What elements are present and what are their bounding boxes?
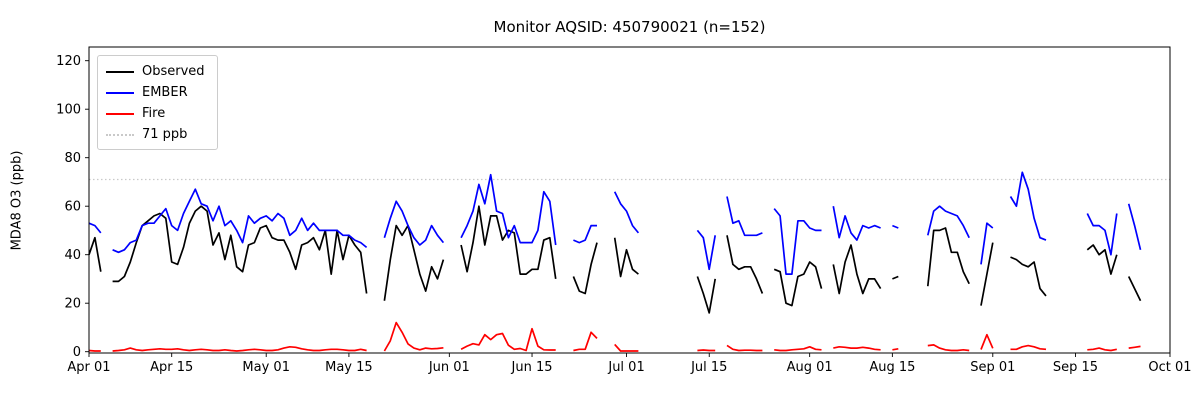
x-tick-label: Apr 15 bbox=[150, 360, 193, 375]
series-observed bbox=[613, 237, 639, 278]
series-fire bbox=[112, 345, 367, 352]
series-observed bbox=[460, 205, 557, 280]
series-ember bbox=[1086, 213, 1118, 256]
series-observed bbox=[1086, 244, 1118, 275]
series-fire bbox=[927, 344, 970, 352]
series-fire bbox=[1087, 347, 1117, 352]
series-ember bbox=[88, 222, 102, 234]
x-tick-label: Sep 01 bbox=[970, 360, 1015, 375]
x-tick-label: Apr 01 bbox=[67, 360, 110, 375]
series-ember bbox=[726, 196, 763, 237]
y-tick-label: 0 bbox=[73, 345, 81, 360]
x-tick-label: Aug 15 bbox=[869, 360, 915, 375]
x-tick-label: Jul 01 bbox=[607, 360, 644, 375]
series-fire bbox=[383, 321, 444, 352]
series-fire bbox=[460, 327, 556, 352]
x-tick-label: Sep 15 bbox=[1053, 360, 1098, 375]
y-axis-label: MDA8 O3 (ppb) bbox=[9, 150, 25, 251]
series-observed bbox=[572, 242, 598, 295]
series-observed bbox=[892, 275, 899, 280]
series-ember bbox=[613, 191, 640, 234]
legend-item-fire: Fire bbox=[98, 103, 217, 124]
series-fire bbox=[833, 345, 881, 351]
legend-item-71-ppb: 71 ppb bbox=[98, 124, 217, 145]
x-tick-label: Aug 01 bbox=[787, 360, 833, 375]
series-ember bbox=[773, 208, 822, 275]
series-ember bbox=[383, 200, 445, 246]
series-fire bbox=[697, 349, 716, 352]
series-ember bbox=[892, 224, 899, 229]
legend-label: Fire bbox=[142, 106, 166, 121]
y-tick-label: 80 bbox=[64, 151, 81, 166]
series-ember bbox=[696, 229, 717, 271]
series-fire bbox=[573, 331, 598, 352]
chart-title: Monitor AQSID: 450790021 (n=152) bbox=[493, 18, 766, 36]
y-tick-label: 40 bbox=[64, 248, 81, 263]
series-ember bbox=[832, 206, 881, 241]
series-ember bbox=[573, 224, 597, 244]
y-tick-label: 100 bbox=[56, 103, 81, 118]
series-observed bbox=[773, 261, 823, 307]
legend-swatch-icon bbox=[106, 70, 134, 73]
series-observed bbox=[832, 244, 882, 295]
legend: Observed EMBER Fire 71 ppb bbox=[97, 55, 218, 150]
legend-label: Observed bbox=[142, 64, 205, 79]
series-observed bbox=[1127, 276, 1142, 302]
x-tick-label: Jun 01 bbox=[428, 360, 470, 375]
series-observed bbox=[383, 224, 445, 301]
legend-item-observed: Observed bbox=[98, 61, 217, 82]
series-observed bbox=[1010, 256, 1047, 297]
legend-label: EMBER bbox=[142, 85, 188, 100]
series-fire bbox=[892, 347, 899, 351]
x-tick-label: May 15 bbox=[325, 360, 373, 375]
series-fire bbox=[1128, 345, 1141, 349]
series-ember bbox=[926, 205, 970, 239]
series-observed bbox=[926, 227, 970, 287]
series-fire bbox=[774, 345, 822, 352]
legend-label: 71 ppb bbox=[142, 127, 188, 142]
series-observed bbox=[696, 276, 717, 314]
series-observed bbox=[980, 242, 994, 306]
legend-swatch-icon bbox=[106, 91, 134, 94]
series-fire bbox=[726, 344, 763, 352]
series-fire bbox=[88, 349, 101, 352]
legend-swatch-icon bbox=[106, 112, 134, 115]
x-tick-label: Jun 15 bbox=[511, 360, 553, 375]
series-ember bbox=[460, 173, 557, 246]
series-observed bbox=[112, 205, 368, 294]
plot-border bbox=[88, 46, 1171, 354]
series-fire bbox=[614, 343, 639, 352]
x-tick-label: Jul 15 bbox=[690, 360, 727, 375]
series-observed bbox=[726, 235, 764, 294]
plot-area bbox=[89, 47, 1170, 353]
series-fire bbox=[980, 333, 994, 350]
series-ember bbox=[980, 222, 994, 265]
series-ember bbox=[1127, 203, 1142, 251]
x-tick-label: May 01 bbox=[242, 360, 290, 375]
series-ember bbox=[112, 188, 368, 254]
y-tick-label: 20 bbox=[64, 297, 81, 312]
series-observed bbox=[88, 236, 102, 272]
series-ember bbox=[1009, 171, 1047, 241]
y-tick-label: 120 bbox=[56, 54, 81, 69]
y-tick-label: 60 bbox=[64, 200, 81, 215]
legend-swatch-icon bbox=[106, 133, 134, 136]
x-tick-label: Oct 01 bbox=[1148, 360, 1191, 375]
legend-item-ember: EMBER bbox=[98, 82, 217, 103]
series-fire bbox=[1010, 344, 1047, 351]
